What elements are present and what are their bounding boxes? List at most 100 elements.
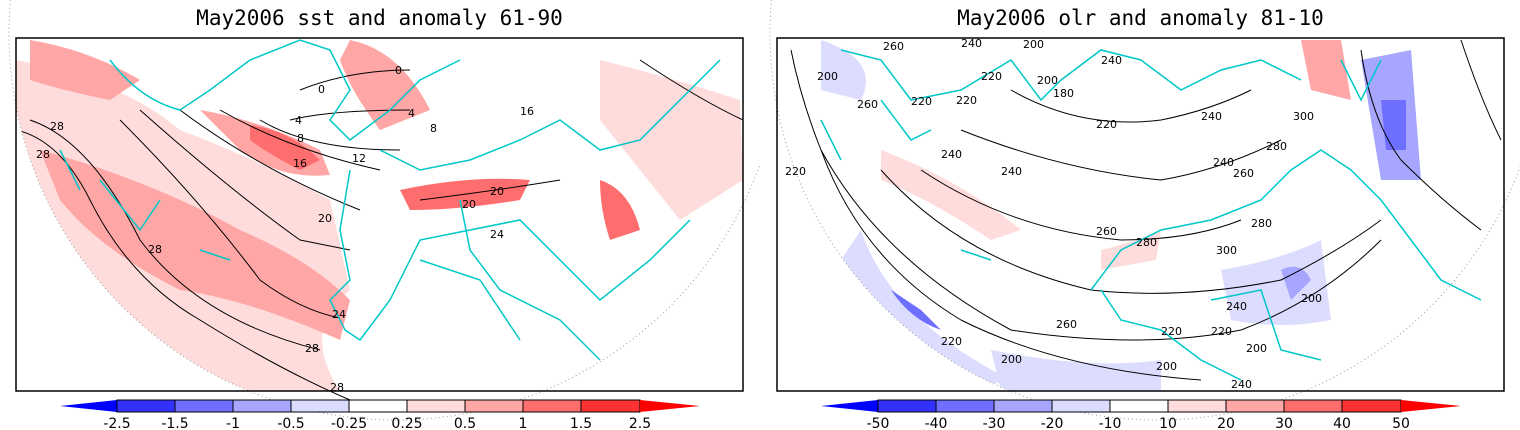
colorbar-tick: 40 bbox=[1333, 416, 1351, 430]
colorbar-bin bbox=[1109, 399, 1169, 413]
svg-text:24: 24 bbox=[332, 308, 346, 321]
svg-text:240: 240 bbox=[1231, 378, 1252, 391]
svg-text:200: 200 bbox=[1156, 360, 1177, 373]
colorbar-bin bbox=[1283, 399, 1343, 413]
contour-labels: 28 28 28 24 20 16 12 8 4 0 0 4 8 16 20 2… bbox=[36, 64, 534, 394]
svg-text:220: 220 bbox=[956, 94, 977, 107]
colorbar-bin bbox=[406, 399, 466, 413]
sst-panel: May2006 sst and anomaly 61-90 bbox=[8, 0, 760, 430]
svg-text:280: 280 bbox=[1251, 217, 1272, 230]
svg-text:28: 28 bbox=[330, 381, 344, 394]
colorbar-tick: 1.5 bbox=[570, 416, 592, 430]
svg-text:280: 280 bbox=[1136, 236, 1157, 249]
colorbar-tick: -30 bbox=[983, 416, 1006, 430]
colorbar-max-arrow bbox=[1401, 400, 1461, 412]
panel-title: May2006 olr and anomaly 81-10 bbox=[957, 6, 1324, 30]
svg-text:260: 260 bbox=[1056, 318, 1077, 331]
colorbar-tick: 2.5 bbox=[629, 416, 651, 430]
anomaly-shading bbox=[16, 40, 743, 391]
colorbar-bin bbox=[348, 399, 408, 413]
colorbar-tick: -50 bbox=[867, 416, 890, 430]
svg-text:24: 24 bbox=[490, 228, 504, 241]
svg-text:220: 220 bbox=[785, 165, 806, 178]
colorbar-tick: 30 bbox=[1275, 416, 1293, 430]
svg-text:0: 0 bbox=[395, 64, 402, 77]
colorbar-tick: 0.25 bbox=[391, 416, 422, 430]
svg-text:8: 8 bbox=[297, 132, 304, 145]
panel-title: May2006 sst and anomaly 61-90 bbox=[196, 6, 563, 30]
svg-text:200: 200 bbox=[1023, 38, 1044, 51]
colorbar-bin bbox=[464, 399, 524, 413]
svg-text:200: 200 bbox=[1001, 353, 1022, 366]
colorbar-bin bbox=[935, 399, 995, 413]
colorbar-bin bbox=[174, 399, 234, 413]
olr-map: 260 240 200 220 200 240 220 200 180 220 … bbox=[769, 0, 1520, 430]
svg-text:300: 300 bbox=[1293, 110, 1314, 123]
colorbar-tick: -10 bbox=[1099, 416, 1122, 430]
sst-map: 28 28 28 24 20 16 12 8 4 0 0 4 8 16 20 2… bbox=[8, 0, 760, 430]
colorbar-tick: -1 bbox=[226, 416, 240, 430]
svg-text:4: 4 bbox=[295, 114, 302, 127]
svg-text:220: 220 bbox=[911, 95, 932, 108]
svg-text:260: 260 bbox=[857, 98, 878, 111]
colorbar-tick: -0.25 bbox=[331, 416, 367, 430]
contours bbox=[15, 59, 744, 401]
svg-text:200: 200 bbox=[1301, 292, 1322, 305]
svg-text:220: 220 bbox=[1161, 325, 1182, 338]
colorbar-bin bbox=[1341, 399, 1402, 413]
colorbar-bin bbox=[522, 399, 582, 413]
svg-text:220: 220 bbox=[941, 335, 962, 348]
svg-text:8: 8 bbox=[430, 122, 437, 135]
colorbar-bin bbox=[993, 399, 1053, 413]
colorbar: -50 -40 -30 -20 -10 10 20 30 40 50 bbox=[821, 399, 1461, 430]
svg-text:28: 28 bbox=[36, 148, 50, 161]
svg-text:200: 200 bbox=[1246, 342, 1267, 355]
svg-text:20: 20 bbox=[490, 185, 504, 198]
contour-labels: 260 240 200 220 200 240 220 200 180 220 … bbox=[785, 37, 1322, 391]
olr-panel: May2006 olr and anomaly 81-10 bbox=[761, 0, 1520, 430]
svg-text:12: 12 bbox=[352, 152, 366, 165]
map-frame bbox=[15, 37, 744, 392]
colorbar-tick: 10 bbox=[1159, 416, 1177, 430]
svg-text:200: 200 bbox=[817, 70, 838, 83]
svg-text:220: 220 bbox=[981, 70, 1002, 83]
colorbar-bin bbox=[290, 399, 350, 413]
colorbar-bin bbox=[1051, 399, 1111, 413]
svg-text:240: 240 bbox=[1001, 165, 1022, 178]
svg-text:260: 260 bbox=[1233, 167, 1254, 180]
colorbar-tick: -20 bbox=[1041, 416, 1064, 430]
colorbar-max-arrow bbox=[640, 400, 700, 412]
colorbar-tick: 50 bbox=[1392, 416, 1410, 430]
svg-text:240: 240 bbox=[941, 148, 962, 161]
colorbar-bin bbox=[116, 399, 176, 413]
colorbar-bin bbox=[232, 399, 292, 413]
svg-text:240: 240 bbox=[1226, 300, 1247, 313]
svg-text:240: 240 bbox=[961, 37, 982, 50]
colorbar-tick: -40 bbox=[925, 416, 948, 430]
svg-text:28: 28 bbox=[50, 120, 64, 133]
anomaly-shading bbox=[821, 40, 1421, 391]
svg-text:0: 0 bbox=[318, 83, 325, 96]
svg-text:200: 200 bbox=[1037, 74, 1058, 87]
colorbar-tick: 20 bbox=[1217, 416, 1235, 430]
svg-text:16: 16 bbox=[293, 157, 307, 170]
colorbar-min-arrow bbox=[821, 400, 878, 412]
svg-text:240: 240 bbox=[1201, 110, 1222, 123]
svg-text:300: 300 bbox=[1216, 244, 1237, 257]
svg-text:240: 240 bbox=[1101, 54, 1122, 67]
colorbar-bin bbox=[877, 399, 937, 413]
svg-text:20: 20 bbox=[318, 212, 332, 225]
svg-text:28: 28 bbox=[305, 342, 319, 355]
svg-text:260: 260 bbox=[883, 40, 904, 53]
colorbar-bin bbox=[580, 399, 641, 413]
svg-text:280: 280 bbox=[1266, 140, 1287, 153]
colorbar-tick: -0.5 bbox=[277, 416, 304, 430]
colorbar-min-arrow bbox=[60, 400, 117, 412]
colorbar-bin bbox=[1167, 399, 1227, 413]
svg-text:180: 180 bbox=[1053, 87, 1074, 100]
colorbar: -2.5 -1.5 -1 -0.5 -0.25 0.25 0.5 1 1.5 2… bbox=[60, 399, 700, 430]
coastlines bbox=[59, 39, 721, 361]
svg-text:220: 220 bbox=[1211, 325, 1232, 338]
colorbar-tick: 1 bbox=[519, 416, 528, 430]
map-frame bbox=[776, 37, 1505, 392]
